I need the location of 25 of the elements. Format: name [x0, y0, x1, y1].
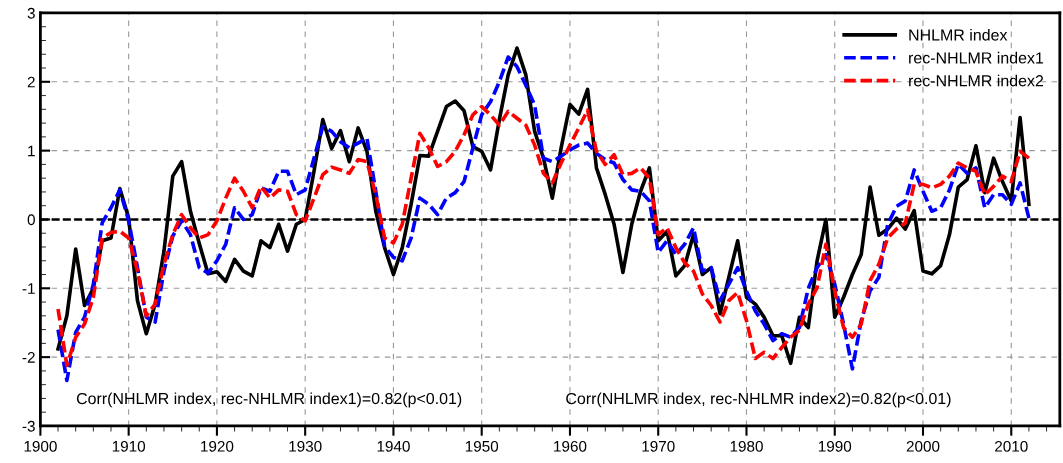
x-tick-label: 2000 [906, 440, 940, 452]
x-tick-label: 1980 [730, 440, 763, 452]
line-series [56, 104, 1031, 368]
x-tick-label: 1960 [554, 440, 587, 452]
y-tick-label: 3 [27, 7, 35, 19]
annotation: Corr(NHLMR index, rec-NHLMR index1)=0.82(p<0.01) [76, 392, 462, 408]
y-tick-label: -3 [22, 420, 35, 432]
x-tick-label: 1940 [377, 440, 410, 452]
x-tick-label: 1910 [112, 440, 146, 452]
legend-label: rec-NHLMR index2 [909, 74, 1044, 87]
x-tick-label: 1920 [201, 440, 234, 452]
x-tick-label: 1930 [289, 440, 322, 452]
annotation: Corr(NHLMR index, rec-NHLMR index2)=0.82(p<0.01) [566, 392, 951, 408]
y-tick-label: 2 [27, 76, 35, 88]
x-tick-label: 1990 [818, 440, 852, 452]
x-tick-label: 1900 [24, 440, 57, 452]
y-tick-label: -2 [22, 351, 35, 363]
x-tick-label: 1970 [642, 440, 675, 452]
legend-label: NHLMR index [909, 28, 1008, 41]
legend-label: rec-NHLMR index1 [909, 51, 1044, 64]
x-tick-label: 1950 [465, 440, 499, 452]
y-tick-label: 0 [27, 214, 35, 226]
x-tick-label: 2010 [995, 440, 1028, 452]
y-tick-label: -1 [22, 283, 35, 294]
y-tick-label: 1 [28, 145, 35, 157]
